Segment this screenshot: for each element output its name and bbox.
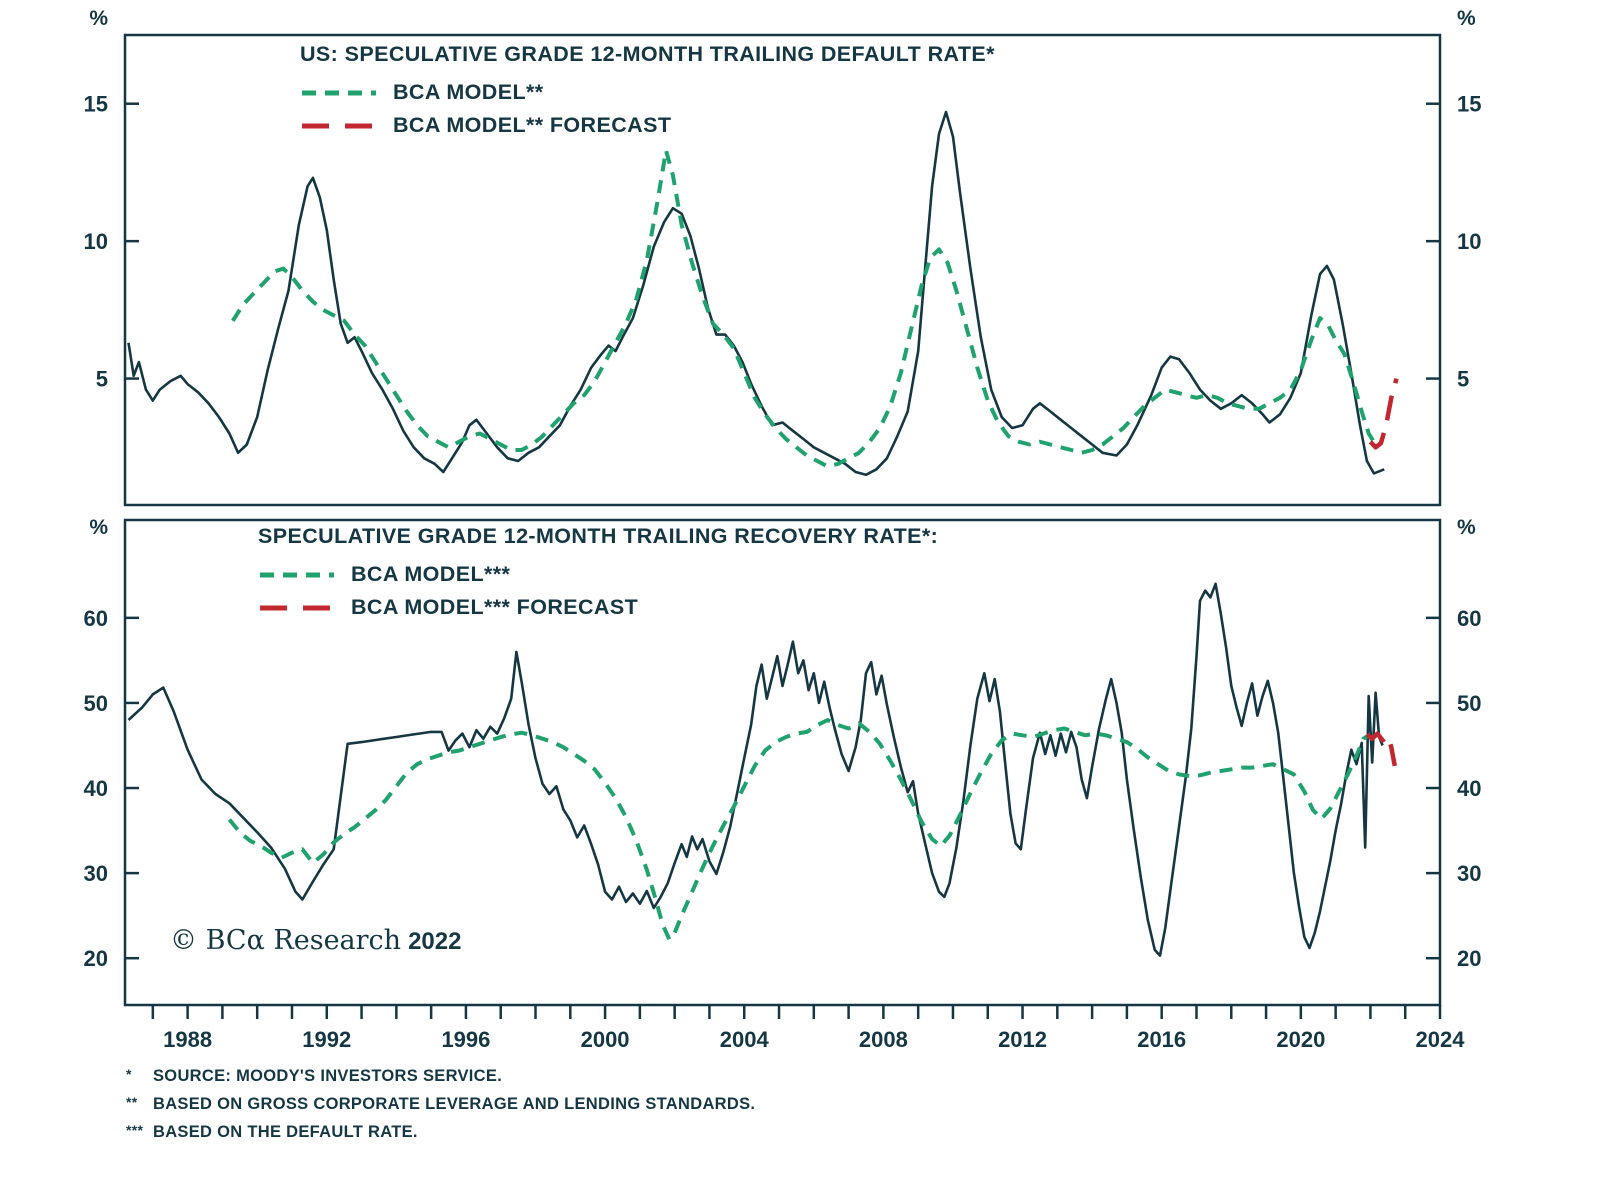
y-axis-unit-label-left: % bbox=[89, 516, 108, 539]
legend-entry-bca-model-forecast: BCA MODEL** FORECAST bbox=[300, 109, 995, 142]
x-axis-tick-label: 2004 bbox=[720, 1027, 770, 1052]
panel-frame-recovery-rate bbox=[123, 518, 1442, 1007]
x-axis-tick-label: 2020 bbox=[1276, 1027, 1325, 1052]
bca-model-legend-swatch-icon bbox=[260, 572, 334, 577]
bca-model-legend-swatch-icon bbox=[302, 90, 376, 95]
footnote-model-basis: ** BASED ON GROSS CORPORATE LEVERAGE AND… bbox=[126, 1090, 755, 1118]
y-axis-tick-label-right: 20 bbox=[1457, 946, 1481, 971]
y-axis-tick-label-left: 30 bbox=[84, 861, 108, 886]
y-axis-unit-label-left: % bbox=[89, 7, 108, 30]
bca-model-forecast-legend-swatch-icon bbox=[260, 605, 334, 610]
legend-entry-bca-model-forecast: BCA MODEL*** FORECAST bbox=[258, 591, 938, 624]
x-axis-tick-label: 1992 bbox=[302, 1027, 351, 1052]
recovery-rate-title: SPECULATIVE GRADE 12-MONTH TRAILING RECO… bbox=[258, 524, 939, 548]
default-rate-legend: BCA MODEL** BCA MODEL** FORECAST bbox=[300, 76, 995, 142]
bca-model-legend-label: BCA MODEL*** bbox=[351, 562, 511, 586]
bca-model-forecast-line bbox=[1368, 378, 1399, 450]
x-axis-tick-label: 1988 bbox=[163, 1027, 212, 1052]
panel-frame-default-rate bbox=[123, 33, 1442, 507]
recovery-rate-legend: BCA MODEL*** BCA MODEL*** FORECAST bbox=[258, 558, 938, 624]
footnote-source: * SOURCE: MOODY'S INVESTORS SERVICE. bbox=[126, 1062, 755, 1090]
bca-model-legend-label: BCA MODEL** bbox=[393, 80, 544, 104]
bca-model-forecast-legend-label: BCA MODEL*** FORECAST bbox=[351, 595, 639, 619]
y-axis-unit-label-right: % bbox=[1457, 7, 1476, 30]
y-axis-tick-label-right: 60 bbox=[1457, 606, 1481, 631]
x-axis-tick-label: 2012 bbox=[998, 1027, 1047, 1052]
legend-entry-bca-model: BCA MODEL*** bbox=[258, 558, 938, 591]
footnote-marker: ** bbox=[126, 1094, 138, 1110]
default-rate-title: US: SPECULATIVE GRADE 12-MONTH TRAILING … bbox=[300, 42, 995, 66]
y-axis-tick-label-right: 40 bbox=[1457, 776, 1481, 801]
footnote-recovery-basis: *** BASED ON THE DEFAULT RATE. bbox=[126, 1118, 755, 1146]
y-axis-tick-label-left: 50 bbox=[84, 691, 108, 716]
copyright: © BCα Research 2022 bbox=[170, 925, 461, 956]
copyright-text: © BCα Research bbox=[170, 925, 402, 956]
y-axis-tick-label-left: 5 bbox=[96, 367, 108, 392]
y-axis-tick-label-left: 10 bbox=[84, 229, 108, 254]
y-axis-tick-label-left: 40 bbox=[84, 776, 108, 801]
y-axis-tick-label-right: 10 bbox=[1457, 229, 1481, 254]
footnotes: * SOURCE: MOODY'S INVESTORS SERVICE. ** … bbox=[126, 1062, 755, 1146]
footnote-text: SOURCE: MOODY'S INVESTORS SERVICE. bbox=[153, 1067, 503, 1085]
x-axis-tick-label: 2000 bbox=[581, 1027, 630, 1052]
recovery-rate-actual-line bbox=[127, 582, 1384, 957]
footnote-marker: *** bbox=[126, 1122, 144, 1138]
bca-model-forecast-line bbox=[1365, 731, 1398, 767]
y-axis-tick-label-left: 60 bbox=[84, 606, 108, 631]
y-axis-tick-label-left: 15 bbox=[84, 92, 108, 117]
x-axis-tick-label: 2008 bbox=[859, 1027, 908, 1052]
x-axis-tick-label: 1996 bbox=[441, 1027, 490, 1052]
footnote-text: BASED ON THE DEFAULT RATE. bbox=[153, 1123, 418, 1141]
x-axis-tick-label: 2016 bbox=[1137, 1027, 1186, 1052]
footnote-text: BASED ON GROSS CORPORATE LEVERAGE AND LE… bbox=[153, 1095, 756, 1113]
y-axis-tick-label-right: 15 bbox=[1457, 92, 1481, 117]
y-axis-tick-label-right: 30 bbox=[1457, 861, 1481, 886]
bca-model-line bbox=[227, 718, 1370, 942]
bca-model-forecast-legend-swatch-icon bbox=[302, 123, 376, 128]
recovery-rate-panel-header: SPECULATIVE GRADE 12-MONTH TRAILING RECO… bbox=[258, 524, 938, 624]
default-rate-panel-header: US: SPECULATIVE GRADE 12-MONTH TRAILING … bbox=[300, 42, 995, 142]
default-rate-actual-line bbox=[127, 110, 1385, 477]
bca-model-line bbox=[231, 148, 1376, 469]
y-axis-tick-label-right: 50 bbox=[1457, 691, 1481, 716]
y-axis-tick-label-left: 20 bbox=[84, 946, 108, 971]
legend-entry-bca-model: BCA MODEL** bbox=[300, 76, 995, 109]
y-axis-tick-label-right: 5 bbox=[1457, 367, 1469, 392]
copyright-year: 2022 bbox=[408, 928, 462, 955]
bca-model-forecast-legend-label: BCA MODEL** FORECAST bbox=[393, 113, 672, 137]
y-axis-unit-label-right: % bbox=[1457, 516, 1476, 539]
x-axis-tick-label: 2024 bbox=[1416, 1027, 1466, 1052]
footnote-marker: * bbox=[126, 1066, 132, 1082]
